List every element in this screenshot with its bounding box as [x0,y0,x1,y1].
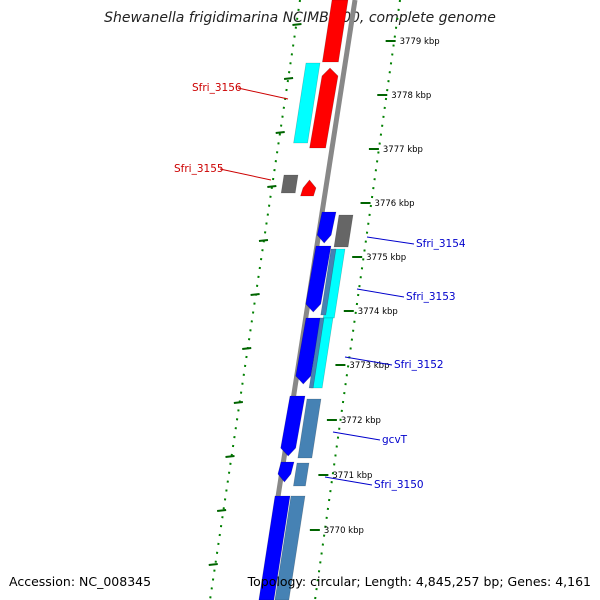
scale-tick-label: 3770 kbp [324,526,364,536]
reverse-cds-bottom [258,495,291,600]
gene-label: Sfri_3156 [192,82,242,94]
scale-tick-label: 3775 kbp [366,253,406,263]
gene-label: Sfri_3154 [416,238,466,250]
ring-minor-tick [242,347,252,350]
gray-feature-sfri-3154 [333,214,354,248]
scale-tick-label: 3773 kbp [349,361,389,371]
reverse-cds-sfri-3152 [295,317,322,385]
gene-label: Sfri_3150 [374,479,424,491]
gene-label-leader [219,168,272,181]
scale-tick-label: 3777 kbp [383,145,423,155]
topology-summary-text: Topology: circular; Length: 4,845,257 bp… [247,574,591,589]
outer-dotted-ring-left [209,0,301,600]
scale-tick-label: 3774 kbp [358,307,398,317]
gene-label: Sfri_3152 [394,359,444,371]
reverse-cds-sfri-3153 [305,245,332,313]
ring-minor-tick [208,563,218,566]
gene-label: Sfri_3153 [406,291,456,303]
scale-tick-label: 3772 kbp [341,416,381,426]
gene-label: gcvT [382,434,408,446]
gene-label: Sfri_3155 [174,163,224,175]
gene-label-leader [356,288,405,298]
ring-minor-tick [292,23,302,26]
ring-minor-tick [233,401,243,404]
ring-minor-tick [267,185,277,188]
reverse-cds-gcvt [280,395,306,457]
scale-tick-label: 3779 kbp [400,37,440,47]
gene-label-leader [237,87,289,100]
map-title: Shewanella frigidimarina NCIMB 400, comp… [104,10,496,26]
gene-label-leader [366,236,415,245]
forward-cds-sfri-3156 [309,67,339,149]
steelblue-feature-bottom [274,495,306,600]
ring-minor-tick [283,77,294,80]
cyan-feature-sfri-3156 [293,62,321,144]
ring-minor-tick [225,455,235,458]
steelblue-feature-sfri-3152 [308,317,325,389]
gene-label-leader [324,476,373,486]
scale-tick-label: 3771 kbp [332,471,372,481]
outer-dotted-ring-right [314,0,401,600]
forward-cds-top [322,0,349,63]
reverse-cds-a [316,211,337,244]
gene-label-leader [344,356,393,366]
ring-minor-tick [275,131,285,134]
ring-minor-tick [217,509,227,512]
reverse-cds-sfri-3150 [277,461,295,483]
scale-tick-label: 3778 kbp [391,91,431,101]
gray-feature-sfri-3155 [280,174,299,194]
steelblue-feature-sfri-3153 [320,248,337,316]
ring-minor-tick [258,239,269,242]
accession-text: Accession: NC_008345 [9,574,152,589]
forward-cds-sfri-3155 [300,179,317,197]
steelblue-feature-gcvt [297,398,322,459]
steelblue-feature-sfri-3150 [293,462,310,487]
ring-minor-tick [250,293,260,296]
scale-tick-label: 3776 kbp [375,199,415,209]
gene-label-leader [332,431,381,441]
